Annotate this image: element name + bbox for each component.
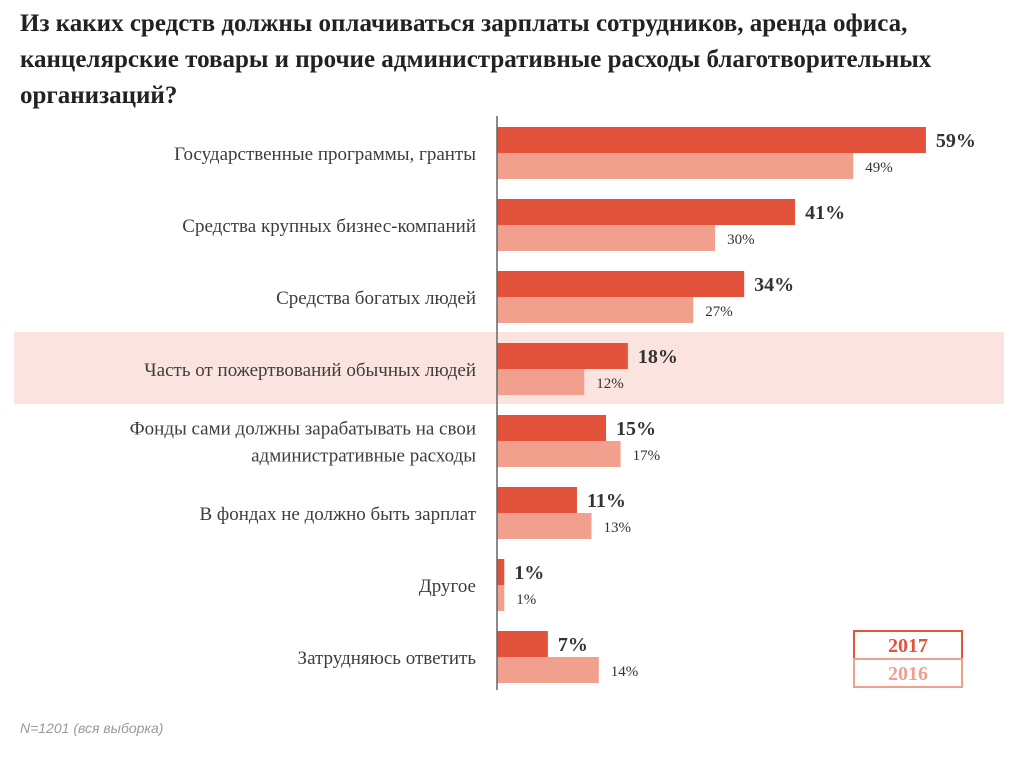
legend-item-2017 [853, 630, 963, 660]
category-label: Затрудняюсь ответить [298, 648, 477, 669]
bar-2017 [497, 127, 926, 153]
bar-2017 [497, 199, 796, 225]
bar-2017 [497, 487, 577, 513]
bar-2017 [497, 559, 505, 585]
value-label-2016: 1% [516, 592, 536, 608]
category-label: Фонды сами должны зарабатывать на свои [130, 419, 476, 440]
category-label: Государственные программы, гранты [174, 144, 476, 165]
bar-2016 [497, 441, 621, 467]
bars-layer [497, 127, 926, 683]
value-label-2017: 41% [805, 202, 845, 224]
value-label-2017: 18% [638, 346, 678, 368]
bar-2017 [497, 271, 745, 297]
bar-2017 [497, 343, 628, 369]
value-label-2016: 12% [596, 376, 624, 392]
legend: 2017 2016 [853, 630, 963, 688]
value-label-2017: 1% [514, 562, 544, 584]
category-label: В фондах не должно быть зарплат [199, 504, 476, 525]
bar-2016 [497, 225, 716, 251]
category-label: Часть от пожертвований обычных людей [144, 360, 476, 381]
bar-2016 [497, 297, 694, 323]
bar-2016 [497, 153, 854, 179]
bar-2016 [497, 369, 585, 395]
value-label-2016: 17% [633, 448, 661, 464]
bar-2016 [497, 513, 592, 539]
value-label-2016: 27% [705, 304, 733, 320]
category-label: административные расходы [251, 446, 476, 467]
sample-size-footnote: N=1201 (вся выборка) [20, 720, 164, 736]
legend-label-2016: 2016 [888, 663, 928, 685]
value-label-2016: 14% [611, 664, 639, 680]
legend-label-2017: 2017 [888, 635, 928, 657]
value-label-2017: 34% [754, 274, 794, 296]
category-label: Средства богатых людей [276, 288, 476, 309]
value-label-2017: 15% [616, 418, 656, 440]
value-label-2016: 13% [604, 520, 632, 536]
chart-title: Из каких средств должны оплачиваться зар… [20, 10, 932, 109]
legend-item-2016 [853, 658, 963, 688]
value-label-2017: 11% [587, 490, 626, 512]
bar-2016 [497, 657, 599, 683]
category-label: Другое [419, 576, 476, 597]
bar-2017 [497, 415, 607, 441]
category-label: Средства крупных бизнес-компаний [182, 216, 476, 237]
value-label-2017: 7% [558, 634, 588, 656]
value-label-2016: 30% [727, 232, 755, 248]
bar-2017 [497, 631, 548, 657]
value-label-2017: 59% [936, 130, 976, 152]
bar-2016 [497, 585, 505, 611]
value-label-2016: 49% [865, 160, 893, 176]
labels-layer: 59% 49% Государственные программы, гранты 4… [130, 130, 976, 680]
